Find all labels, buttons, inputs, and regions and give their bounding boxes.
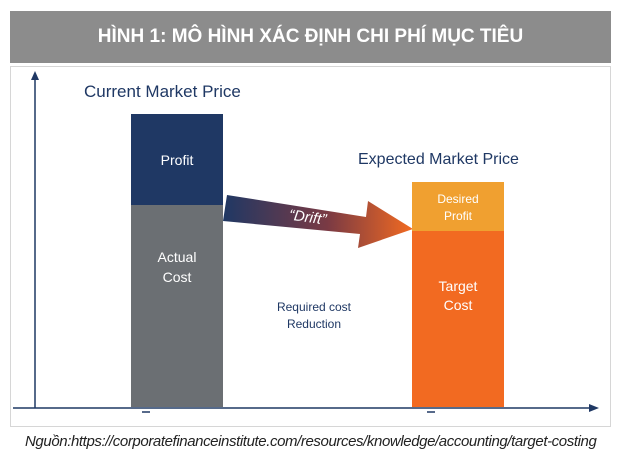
target-cost-label-line1: Target xyxy=(439,278,478,294)
figure-title: HÌNH 1: MÔ HÌNH XÁC ĐỊNH CHI PHÍ MỤC TIÊ… xyxy=(97,26,524,47)
actual-cost-block xyxy=(131,205,223,407)
x-axis-arrow-icon xyxy=(589,404,599,412)
actual-cost-label-line1: Actual xyxy=(158,249,197,265)
target-cost-label-line2: Cost xyxy=(444,297,473,313)
drift-label: “Drift” xyxy=(288,207,328,229)
current-market-price-label: Current Market Price xyxy=(84,82,241,101)
diagram-canvas: Current Market Price Profit Actual Cost … xyxy=(13,71,599,413)
target-cost-block xyxy=(412,231,504,407)
desired-profit-label-line2: Profit xyxy=(444,209,473,223)
source-citation: Nguồn:https://corporatefinanceinstitute.… xyxy=(25,433,597,450)
desired-profit-label-line1: Desired xyxy=(437,192,478,206)
expected-market-price-label: Expected Market Price xyxy=(358,151,519,168)
actual-cost-label-line2: Cost xyxy=(163,269,192,285)
profit-label: Profit xyxy=(161,152,194,168)
target-costing-diagram: Current Market Price Profit Actual Cost … xyxy=(10,66,611,427)
required-cost-label-line2: Reduction xyxy=(287,317,341,331)
figure-title-bar: HÌNH 1: MÔ HÌNH XÁC ĐỊNH CHI PHÍ MỤC TIÊ… xyxy=(10,11,611,63)
profit-block xyxy=(131,114,223,205)
desired-profit-block xyxy=(412,182,504,231)
required-cost-label-line1: Required cost xyxy=(277,300,352,314)
drift-arrow xyxy=(223,195,413,248)
y-axis-arrow-icon xyxy=(31,71,39,80)
